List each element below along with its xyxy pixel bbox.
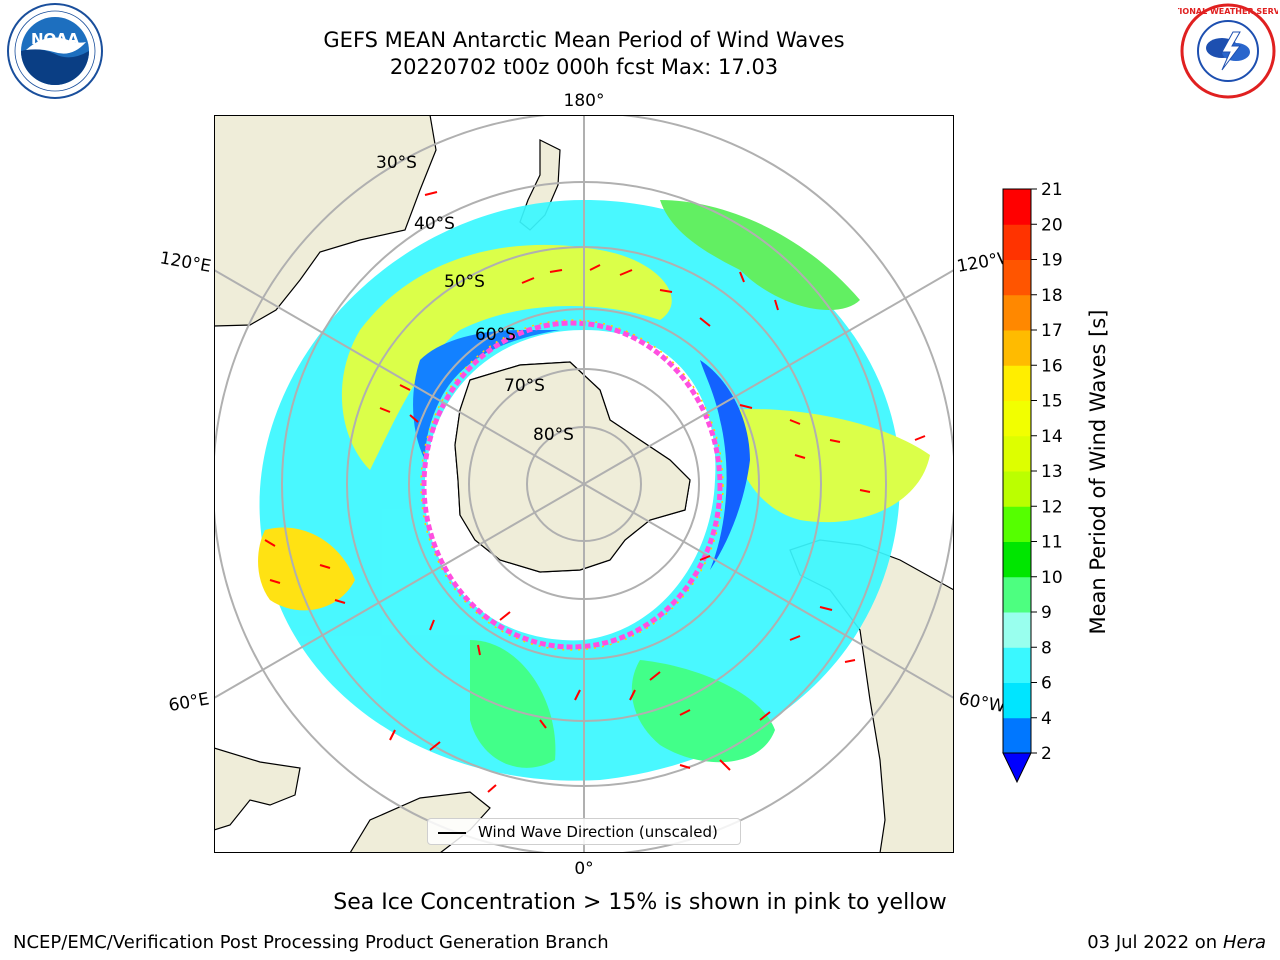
map-title: GEFS MEAN Antarctic Mean Period of Wind … [323, 28, 845, 52]
graticule [214, 115, 954, 853]
footer-credit: NCEP/EMC/Verification Post Processing Pr… [13, 932, 609, 953]
lon-label-120e: 120°E [158, 248, 212, 277]
colorbar-tick-label: 6 [1041, 674, 1052, 694]
colorbar-band [1003, 400, 1031, 437]
colorbar-band [1003, 435, 1031, 472]
colorbar: 2 4 6 8 9 10 11 12 13 14 15 16 17 18 19 20 21 [1002, 180, 1063, 784]
legend-entry: Wind Wave Direction (unscaled) [478, 823, 718, 841]
lat-label-30s: 30°S [376, 153, 417, 173]
colorbar-tick-label: 20 [1041, 215, 1063, 235]
noaa-logo: NOAA [7, 3, 103, 99]
wind-wave-arrows [264, 191, 926, 793]
lon-label-60e: 60°E [167, 689, 211, 716]
lon-label-180: 180° [564, 91, 605, 111]
colorbar-band [1003, 541, 1031, 578]
colorbar-band [1003, 330, 1031, 366]
colorbar-tick-label: 4 [1041, 709, 1052, 729]
colorbar-band [1003, 259, 1031, 296]
footer-date-text: 03 Jul 2022 on [1087, 932, 1223, 953]
footer-machine: Hera [1222, 932, 1266, 953]
colorbar-band [1003, 365, 1031, 401]
lon-label-0: 0° [574, 859, 593, 879]
colorbar-band [1003, 294, 1031, 331]
colorbar-tick-label: 21 [1041, 180, 1063, 200]
svg-text:NATIONAL WEATHER SERVICE: NATIONAL WEATHER SERVICE [1178, 7, 1278, 16]
lat-label-50s: 50°S [444, 272, 485, 292]
colorbar-tick-label: 2 [1041, 744, 1052, 764]
colorbar-band [1003, 717, 1031, 754]
map-legend: Wind Wave Direction (unscaled) [427, 818, 741, 845]
colorbar-tick-label: 17 [1041, 321, 1063, 341]
colorbar-tick-label: 19 [1041, 251, 1063, 271]
lat-label-80s: 80°S [533, 425, 574, 445]
colorbar-tick-label: 8 [1041, 638, 1052, 658]
colorbar-band [1003, 506, 1031, 542]
sea-ice-edge [421, 320, 723, 650]
colorbar-tick-label: 11 [1041, 533, 1063, 553]
nws-logo: NATIONAL WEATHER SERVICE [1178, 3, 1278, 99]
wave-period-field [258, 200, 930, 781]
colorbar-tick-label: 9 [1041, 603, 1052, 623]
colorbar-under-triangle [1002, 752, 1032, 784]
colorbar-label: Mean Period of Wind Waves [s] [1086, 309, 1110, 635]
legend-line-sample [438, 832, 466, 834]
colorbar-tick-label: 18 [1041, 286, 1063, 306]
sea-ice-note: Sea Ice Concentration > 15% is shown in … [333, 890, 947, 915]
colorbar-band [1003, 224, 1031, 260]
colorbar-tick-label: 15 [1041, 392, 1063, 412]
map-subtitle: 20220702 t00z 000h fcst Max: 17.03 [389, 55, 779, 79]
colorbar-band [1003, 189, 1031, 225]
colorbar-band [1003, 647, 1031, 683]
colorbar-tick-label: 16 [1041, 356, 1063, 376]
colorbar-tick-label: 10 [1041, 568, 1063, 588]
colorbar-tick-label: 12 [1041, 497, 1063, 517]
colorbar-band [1003, 612, 1031, 648]
svg-text:NOAA: NOAA [31, 30, 80, 48]
colorbar-tick-label: 14 [1041, 427, 1063, 447]
footer-date: 03 Jul 2022 on Hera [1087, 932, 1266, 953]
lat-label-60s: 60°S [475, 325, 516, 345]
lat-label-40s: 40°S [414, 214, 455, 234]
colorbar-tick-label: 13 [1041, 462, 1063, 482]
colorbar-band [1003, 576, 1031, 613]
colorbar-band [1003, 682, 1031, 719]
lat-label-70s: 70°S [504, 376, 545, 396]
colorbar-band [1003, 471, 1031, 507]
